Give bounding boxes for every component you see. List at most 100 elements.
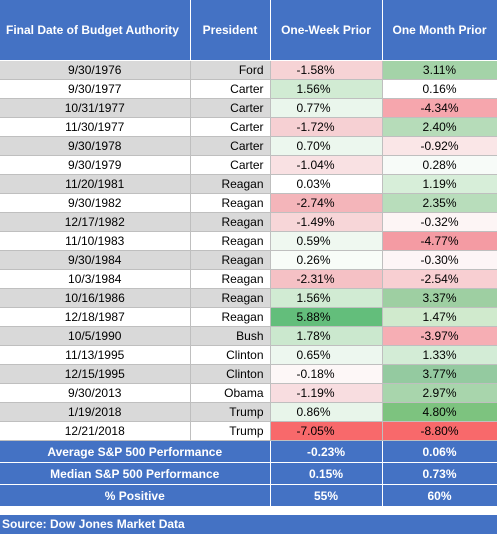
header-row: Final Date of Budget Authority President… [0,0,497,61]
table-row: 11/30/1977 Carter -1.72% 2.40% [0,117,497,137]
one-month-cell: 0.16% [382,79,497,99]
date-cell: 10/16/1986 [0,288,191,308]
summary-one-month: 0.73% [382,462,497,485]
one-month-cell: -8.80% [382,421,497,441]
one-month-cell: -4.34% [382,98,497,118]
date-cell: 1/19/2018 [0,402,191,422]
president-cell: Reagan [190,307,271,327]
president-cell: Obama [190,383,271,403]
one-week-cell: -7.05% [270,421,383,441]
performance-table: Final Date of Budget Authority President… [0,0,497,507]
one-week-cell: 1.78% [270,326,383,346]
one-week-cell: -0.18% [270,364,383,384]
one-week-cell: 0.59% [270,231,383,251]
header-one-month-prior: One Month Prior [382,0,497,61]
date-cell: 11/13/1995 [0,345,191,365]
table-row: 9/30/1977 Carter 1.56% 0.16% [0,79,497,99]
summary-row: % Positive 55% 60% [0,484,497,507]
one-month-cell: 1.47% [382,307,497,327]
one-week-cell: 0.65% [270,345,383,365]
one-month-cell: 1.19% [382,174,497,194]
date-cell: 11/30/1977 [0,117,191,137]
president-cell: Reagan [190,288,271,308]
president-cell: Carter [190,79,271,99]
table-row: 9/30/2013 Obama -1.19% 2.97% [0,383,497,403]
one-month-cell: 0.28% [382,155,497,175]
president-cell: Carter [190,136,271,156]
summary-one-week: 55% [270,484,383,507]
one-month-cell: 4.80% [382,402,497,422]
table-row: 9/30/1978 Carter 0.70% -0.92% [0,136,497,156]
table-row: 12/21/2018 Trump -7.05% -8.80% [0,421,497,441]
president-cell: Reagan [190,174,271,194]
president-cell: Trump [190,421,271,441]
date-cell: 9/30/2013 [0,383,191,403]
header-date: Final Date of Budget Authority [0,0,191,61]
one-week-cell: -1.19% [270,383,383,403]
one-week-cell: 5.88% [270,307,383,327]
one-month-cell: -3.97% [382,326,497,346]
one-month-cell: -0.30% [382,250,497,270]
president-cell: Trump [190,402,271,422]
data-rows: 9/30/1976 Ford -1.58% 3.11% 9/30/1977 Carter 1… [0,60,497,441]
table-row: 12/18/1987 Reagan 5.88% 1.47% [0,307,497,327]
president-cell: Clinton [190,345,271,365]
one-month-cell: 2.40% [382,117,497,137]
table-row: 12/15/1995 Clinton -0.18% 3.77% [0,364,497,384]
president-cell: Ford [190,60,271,80]
summary-one-month: 60% [382,484,497,507]
one-week-cell: -1.58% [270,60,383,80]
one-week-cell: -1.72% [270,117,383,137]
one-week-cell: 0.26% [270,250,383,270]
source-note: Source: Dow Jones Market Data [0,515,497,534]
header-president: President [190,0,271,61]
one-week-cell: 0.70% [270,136,383,156]
date-cell: 9/30/1977 [0,79,191,99]
summary-label: Average S&P 500 Performance [0,440,271,463]
one-month-cell: 3.77% [382,364,497,384]
one-month-cell: -0.32% [382,212,497,232]
one-week-cell: 0.86% [270,402,383,422]
president-cell: Carter [190,155,271,175]
header-one-week-prior: One-Week Prior [270,0,383,61]
one-week-cell: -2.31% [270,269,383,289]
president-cell: Reagan [190,212,271,232]
one-week-cell: -1.49% [270,212,383,232]
date-cell: 9/30/1978 [0,136,191,156]
president-cell: Carter [190,98,271,118]
president-cell: Bush [190,326,271,346]
date-cell: 10/3/1984 [0,269,191,289]
one-week-cell: -1.04% [270,155,383,175]
summary-label: Median S&P 500 Performance [0,462,271,485]
table-row: 9/30/1979 Carter -1.04% 0.28% [0,155,497,175]
one-week-cell: -2.74% [270,193,383,213]
one-month-cell: 2.35% [382,193,497,213]
one-month-cell: -4.77% [382,231,497,251]
table-row: 9/30/1984 Reagan 0.26% -0.30% [0,250,497,270]
date-cell: 12/15/1995 [0,364,191,384]
table-row: 10/5/1990 Bush 1.78% -3.97% [0,326,497,346]
one-week-cell: 1.56% [270,288,383,308]
one-month-cell: 1.33% [382,345,497,365]
table-row: 9/30/1976 Ford -1.58% 3.11% [0,60,497,80]
table-row: 10/31/1977 Carter 0.77% -4.34% [0,98,497,118]
president-cell: Carter [190,117,271,137]
summary-rows: Average S&P 500 Performance -0.23% 0.06% Me… [0,440,497,507]
one-week-cell: 0.03% [270,174,383,194]
summary-one-week: 0.15% [270,462,383,485]
summary-one-month: 0.06% [382,440,497,463]
summary-row: Median S&P 500 Performance 0.15% 0.73% [0,462,497,485]
one-month-cell: 3.11% [382,60,497,80]
date-cell: 12/18/1987 [0,307,191,327]
table-row: 11/10/1983 Reagan 0.59% -4.77% [0,231,497,251]
date-cell: 12/17/1982 [0,212,191,232]
president-cell: Reagan [190,193,271,213]
date-cell: 11/20/1981 [0,174,191,194]
one-month-cell: -0.92% [382,136,497,156]
date-cell: 11/10/1983 [0,231,191,251]
date-cell: 12/21/2018 [0,421,191,441]
table-row: 11/20/1981 Reagan 0.03% 1.19% [0,174,497,194]
summary-one-week: -0.23% [270,440,383,463]
one-week-cell: 0.77% [270,98,383,118]
